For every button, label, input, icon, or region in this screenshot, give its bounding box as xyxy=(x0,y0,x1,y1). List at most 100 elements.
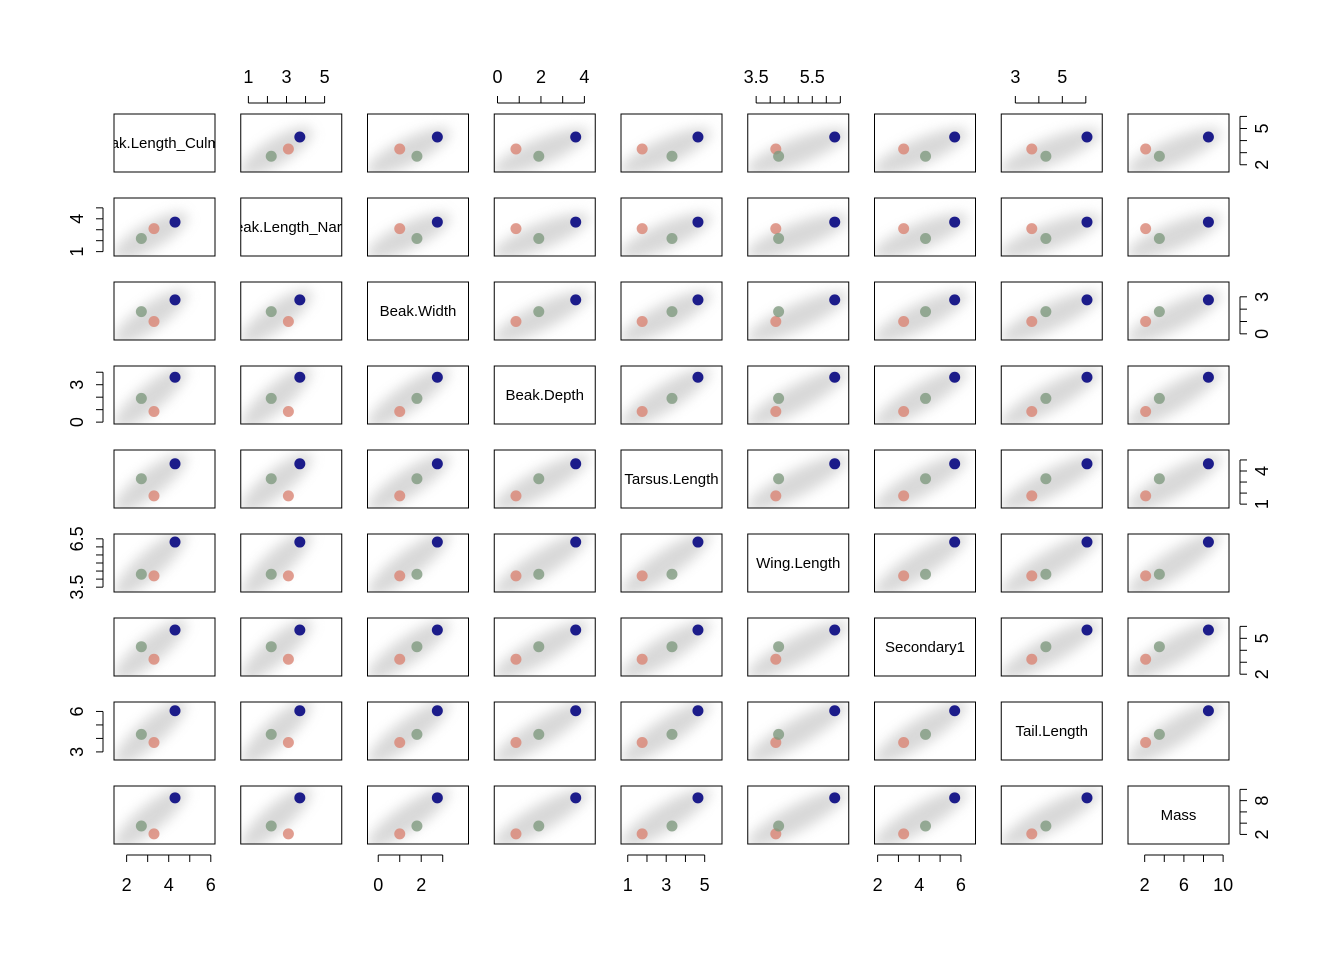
cloud xyxy=(747,291,848,340)
point xyxy=(1140,653,1152,665)
point xyxy=(949,131,961,143)
cloud-shape xyxy=(367,453,450,508)
cloud-shape xyxy=(114,453,187,508)
cloud-shape xyxy=(1128,534,1221,592)
cloud xyxy=(367,787,450,844)
point xyxy=(1026,828,1038,840)
panel xyxy=(1000,113,1103,173)
point xyxy=(570,536,582,548)
panel xyxy=(747,365,850,425)
panel-frame xyxy=(874,449,976,509)
x-tick-label: 2 xyxy=(873,875,883,895)
point xyxy=(773,473,785,485)
point xyxy=(431,705,443,717)
cloud-shape xyxy=(494,788,589,844)
point xyxy=(294,458,306,470)
diagonal-label: Beak.Depth xyxy=(506,387,584,404)
panel xyxy=(493,533,596,593)
point xyxy=(692,216,704,228)
point xyxy=(920,820,932,832)
y-tick-label: 5 xyxy=(1252,633,1272,643)
cloud xyxy=(1001,454,1100,508)
panel xyxy=(240,281,343,341)
panel xyxy=(874,197,976,257)
cloud xyxy=(874,213,968,256)
cloud xyxy=(367,127,451,172)
cloud-shape xyxy=(621,213,712,256)
point xyxy=(394,653,406,665)
panel-frame xyxy=(367,617,469,677)
panel xyxy=(747,701,850,761)
panel xyxy=(113,365,216,425)
point xyxy=(282,406,294,418)
cloud-shape xyxy=(114,702,187,760)
point xyxy=(898,406,910,418)
point xyxy=(294,294,306,306)
panel-frame xyxy=(367,785,469,845)
panel xyxy=(493,785,596,845)
x-tick-label: 4 xyxy=(164,875,174,895)
panel xyxy=(874,281,976,341)
point xyxy=(770,653,782,665)
panel-frame xyxy=(620,365,723,425)
cloud-shape xyxy=(1001,128,1101,172)
point xyxy=(394,406,406,418)
panel xyxy=(367,617,469,677)
point xyxy=(692,536,704,548)
point xyxy=(431,131,443,143)
cloud-shape xyxy=(1128,213,1222,256)
point xyxy=(533,232,545,244)
panel-frame xyxy=(367,281,469,341)
cloud-shape xyxy=(621,788,711,844)
panel-frame xyxy=(747,449,850,509)
panel-frame xyxy=(874,785,976,845)
panel-frame xyxy=(113,197,216,257)
cloud-shape xyxy=(367,367,450,424)
panel xyxy=(240,449,343,509)
point xyxy=(829,294,841,306)
point xyxy=(411,820,423,832)
x-tick-label: 0 xyxy=(493,67,503,87)
point xyxy=(294,792,306,804)
point xyxy=(770,490,782,502)
panel-frame xyxy=(493,449,596,509)
cloud xyxy=(874,534,967,592)
panel: Beak.Width xyxy=(367,281,469,341)
cloud-shape xyxy=(1001,534,1100,592)
panel-frame xyxy=(1000,113,1103,173)
point xyxy=(265,150,277,162)
point xyxy=(533,473,545,485)
panel xyxy=(620,365,723,425)
panel-frame xyxy=(747,197,850,257)
panel-frame xyxy=(367,449,469,509)
x-tick-label: 5 xyxy=(700,875,710,895)
panel-frame xyxy=(367,365,469,425)
point xyxy=(692,705,704,717)
panel-frame xyxy=(367,197,469,257)
panel-frame xyxy=(1000,701,1103,761)
y-tick-label: 6 xyxy=(67,706,87,716)
cloud xyxy=(1128,702,1221,760)
cloud xyxy=(747,702,848,760)
panel xyxy=(1127,701,1230,761)
point xyxy=(666,728,678,740)
point xyxy=(135,232,147,244)
x-tick-label: 2 xyxy=(416,875,426,895)
point xyxy=(1026,490,1038,502)
cloud xyxy=(621,128,712,172)
panel-frame xyxy=(1000,365,1103,425)
point xyxy=(1140,736,1152,748)
point xyxy=(1153,568,1165,580)
point xyxy=(1081,624,1093,636)
panel xyxy=(493,449,596,509)
point xyxy=(1081,371,1093,383)
point xyxy=(829,131,841,143)
point xyxy=(949,458,961,470)
panel-frame xyxy=(620,281,723,341)
point xyxy=(770,406,782,418)
panel xyxy=(113,533,216,593)
panel xyxy=(113,785,216,845)
cloud xyxy=(621,290,711,340)
point xyxy=(169,792,181,804)
cloud xyxy=(494,290,589,340)
